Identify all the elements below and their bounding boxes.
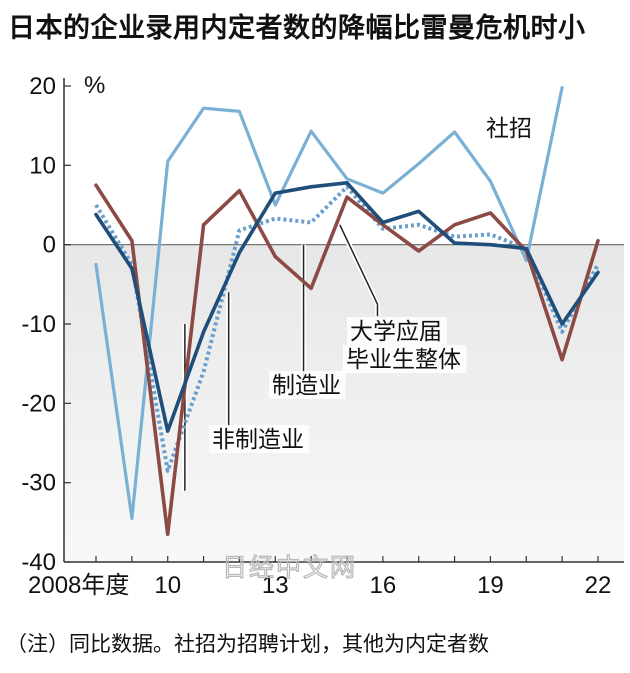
- y-tick-label: -30: [21, 470, 56, 497]
- series-line: [94, 181, 600, 433]
- annotation-label: 毕业生整体: [346, 347, 461, 373]
- data-series: [94, 85, 600, 537]
- y-tick-label: 10: [29, 152, 56, 179]
- annotation-label: 大学应届: [350, 319, 442, 345]
- y-axis-unit-label: %: [84, 72, 105, 99]
- annotation-background: [347, 317, 447, 345]
- x-tick-label: 19: [477, 572, 504, 599]
- x-axis-ticks: 2008年度 10 13 16 19 22: [28, 556, 611, 599]
- leader-line: [339, 224, 379, 305]
- annotation-label: 非制造业: [212, 427, 304, 453]
- x-tick-label: 2008年度: [28, 572, 129, 599]
- y-tick-label: 20: [29, 73, 56, 100]
- annotation-background: [343, 345, 467, 373]
- y-tick-label: -10: [21, 311, 56, 338]
- y-tick-label: 0: [43, 232, 56, 259]
- x-tick-label: 16: [370, 572, 397, 599]
- y-tick-label: -20: [21, 390, 56, 417]
- y-tick-label: -40: [21, 549, 56, 576]
- y-axis-ticks: 20 10 0 -10 -20 -30 -40: [21, 73, 71, 576]
- annotation-background: [269, 371, 346, 399]
- x-tick-label: 13: [262, 572, 289, 599]
- watermark-text: 日经中文网: [222, 553, 357, 582]
- x-tick-label: 22: [585, 572, 612, 599]
- chart-title: 日本的企业录用内定者数的降幅比雷曼危机时小: [8, 13, 586, 44]
- annotation-background: [209, 425, 309, 453]
- annotation-background: [483, 114, 536, 142]
- annotation-label: 制造业: [272, 373, 341, 399]
- annotation-label: 社招: [486, 116, 532, 142]
- annotation-leader-lines: [182, 223, 380, 491]
- x-tick-label: 10: [154, 572, 181, 599]
- footnote: （注）同比数据。社招为招聘计划，其他为内定者数: [6, 632, 489, 656]
- series-line: [94, 183, 600, 537]
- series-line: [94, 85, 564, 521]
